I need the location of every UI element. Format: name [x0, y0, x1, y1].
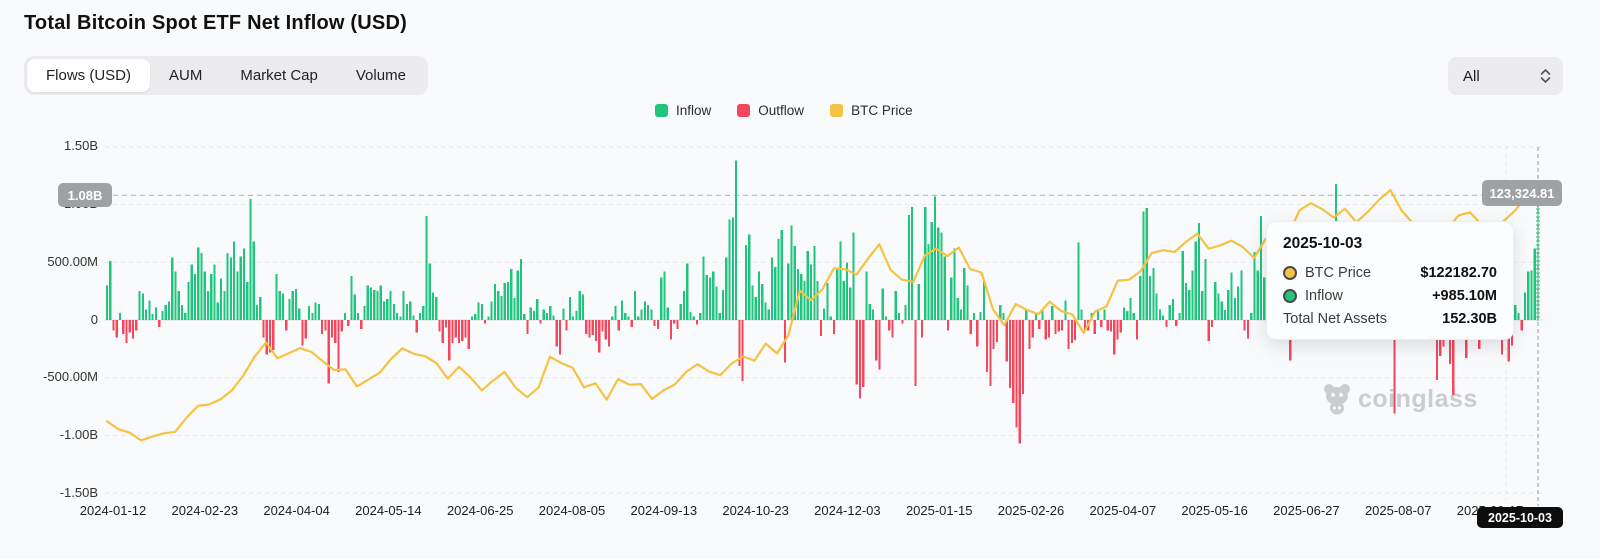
x-axis-label: 2025-01-15: [905, 503, 973, 518]
x-axis-label: 2025-02-26: [997, 503, 1065, 518]
x-axis-label: 2024-05-14: [355, 503, 422, 518]
coinglass-logo-icon: [1324, 384, 1350, 415]
tab-flows-usd[interactable]: Flows (USD): [27, 59, 150, 92]
page-title: Total Bitcoin Spot ETF Net Inflow (USD): [24, 12, 407, 34]
tooltip-row-inflow: Inflow +985.10M: [1283, 288, 1497, 304]
tab-aum[interactable]: AUM: [169, 67, 203, 84]
legend-label-btc-price: BTC Price: [851, 103, 913, 118]
x-axis-label: 2024-10-23: [722, 503, 789, 518]
crosshair-date-badge: 2025-10-03: [1477, 507, 1563, 528]
x-axis-label: 2024-08-05: [538, 503, 606, 518]
legend-item-inflow[interactable]: Inflow: [655, 103, 711, 118]
y-axis-label: 1.50B: [64, 138, 98, 154]
tooltip-value: +985.10M: [1432, 288, 1497, 304]
x-axis-label: 2024-09-13: [630, 503, 698, 518]
tooltip-label: Inflow: [1305, 288, 1343, 304]
btc-price-dot-icon: [1283, 266, 1297, 280]
btc-price-swatch-icon: [830, 104, 844, 117]
inflow-swatch-icon: [655, 104, 668, 117]
y-axis-label: 500.00M: [47, 253, 98, 269]
tab-market-cap[interactable]: Market Cap: [240, 67, 318, 84]
flow-axis-marker-badge: 1.08B: [58, 183, 112, 207]
chart-tooltip: 2025-10-03 BTC Price $122182.70 Inflow +…: [1266, 221, 1514, 340]
x-axis-label: 2024-02-23: [171, 503, 239, 518]
x-axis-label: 2024-01-12: [79, 503, 147, 518]
tooltip-row-btc-price: BTC Price $122182.70: [1283, 265, 1497, 281]
legend-item-btc-price[interactable]: BTC Price: [830, 103, 913, 118]
tooltip-value: $122182.70: [1420, 265, 1497, 281]
range-select-value: All: [1463, 67, 1480, 85]
x-axis-label: 2024-12-03: [814, 503, 881, 518]
outflow-swatch-icon: [737, 104, 751, 117]
range-select[interactable]: All: [1448, 57, 1563, 95]
chart-legend: Inflow Outflow BTC Price: [655, 103, 913, 118]
x-axis-label: 2024-04-04: [263, 503, 330, 518]
y-axis-label: -500.00M: [43, 369, 98, 385]
tab-volume[interactable]: Volume: [355, 67, 406, 84]
price-axis-marker-badge: 123,324.81: [1482, 180, 1562, 206]
btc-price-line: [105, 189, 1540, 442]
tooltip-label: BTC Price: [1305, 265, 1372, 281]
x-axis-label: 2025-08-07: [1364, 503, 1432, 518]
legend-item-outflow[interactable]: Outflow: [737, 103, 804, 118]
inflow-dot-icon: [1283, 289, 1297, 303]
watermark-text: coinglass: [1358, 384, 1478, 413]
x-axis-label: 2025-06-27: [1273, 503, 1340, 518]
x-axis-label: 2025-05-16: [1181, 503, 1248, 518]
y-axis-label: -1.00B: [59, 426, 98, 442]
x-axis-label: 2024-06-25: [446, 503, 514, 518]
x-axis: 2024-01-12 2024-02-23 2024-04-04 2024-05-14…: [0, 503, 1600, 523]
x-axis-label: 2025-04-07: [1089, 503, 1157, 518]
tooltip-value: 152.30B: [1442, 311, 1497, 327]
legend-label-inflow: Inflow: [676, 103, 712, 118]
y-axis-label: 0: [90, 311, 98, 327]
chart-tabbar: Flows (USD) AUM Market Cap Volume: [24, 56, 428, 95]
select-chevrons-icon: [1540, 69, 1551, 83]
coinglass-watermark: coinglass: [1322, 383, 1478, 415]
legend-label-outflow: Outflow: [758, 103, 805, 118]
tooltip-label: Total Net Assets: [1283, 311, 1387, 327]
y-axis-label: -1.50B: [59, 484, 98, 500]
tooltip-date: 2025-10-03: [1283, 235, 1363, 252]
tooltip-row-total-net-assets: Total Net Assets 152.30B: [1283, 311, 1497, 327]
